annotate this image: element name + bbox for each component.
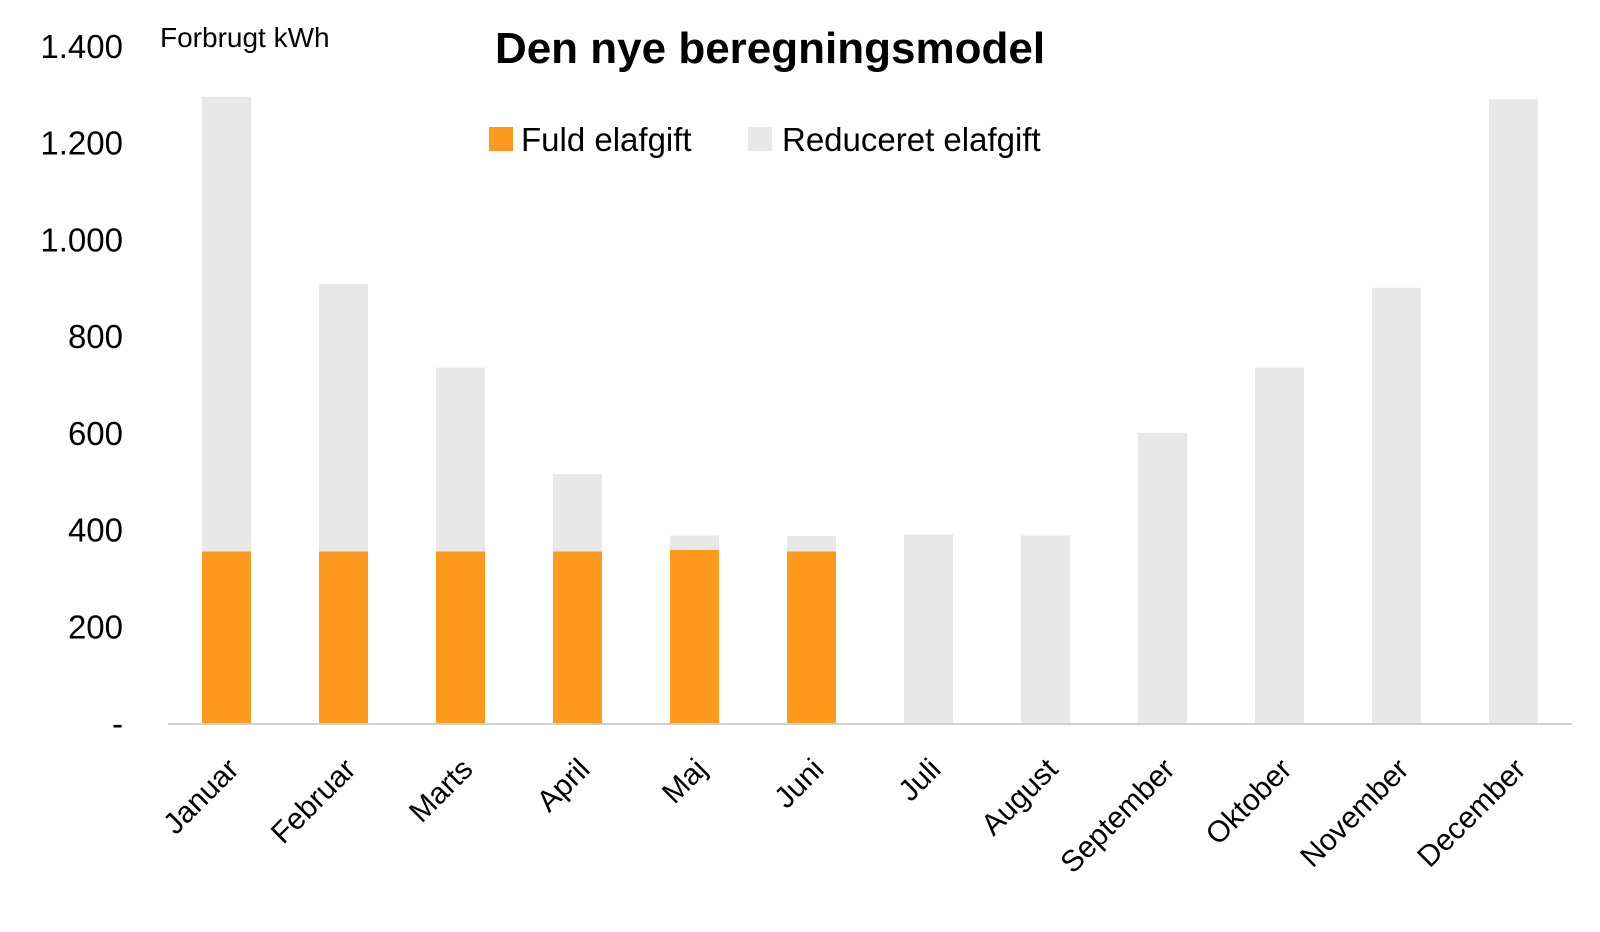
y-tick-label: 1.000 <box>40 221 123 258</box>
x-tick-label: Januar <box>157 753 245 841</box>
bar-reduceret-oktober <box>1255 367 1304 723</box>
x-tick-label: Juni <box>768 753 830 815</box>
bar-fuld-april <box>553 551 602 723</box>
x-axis-labels: Januar Februar Marts April Maj Juni Juli August… <box>157 752 1532 880</box>
y-tick-label: 600 <box>68 415 123 452</box>
y-axis-label: Forbrugt kWh <box>160 22 330 53</box>
x-tick-label: August <box>975 752 1065 842</box>
x-tick-label: Februar <box>265 753 363 851</box>
bar-series-group <box>202 96 1538 723</box>
x-tick-label: Juli <box>892 753 947 808</box>
y-tick-label: 400 <box>68 512 123 549</box>
bar-reduceret-juli <box>904 534 953 723</box>
y-tick-label: 200 <box>68 608 123 645</box>
x-tick-label: April <box>531 753 597 819</box>
y-tick-label: 1.400 <box>40 28 123 65</box>
y-tick-label: 800 <box>68 318 123 355</box>
bar-fuld-februar <box>319 551 368 723</box>
y-axis-ticks: - 200 400 600 800 1.000 1.200 1.400 <box>40 28 123 742</box>
legend-swatch-reduceret <box>748 127 772 151</box>
bar-reduceret-juni <box>787 535 836 552</box>
bar-reduceret-december <box>1489 99 1538 723</box>
bar-reduceret-april <box>553 474 602 552</box>
y-tick-label: - <box>112 705 123 742</box>
x-tick-label: September <box>1054 753 1181 880</box>
legend-swatch-fuld <box>489 127 513 151</box>
bar-reduceret-januar <box>202 96 251 552</box>
bar-reduceret-august <box>1021 535 1070 723</box>
chart-title: Den nye beregningsmodel <box>495 24 1045 73</box>
bar-fuld-marts <box>436 551 485 723</box>
bar-reduceret-november <box>1372 287 1421 723</box>
legend-label-reduceret: Reduceret elafgift <box>782 121 1041 158</box>
bar-reduceret-februar <box>319 283 368 552</box>
bar-fuld-januar <box>202 551 251 723</box>
x-tick-label: Oktober <box>1200 753 1299 852</box>
legend-label-fuld: Fuld elafgift <box>521 121 692 158</box>
x-tick-label: November <box>1294 753 1415 874</box>
legend: Fuld elafgift Reduceret elafgift <box>489 121 1041 158</box>
bar-reduceret-september <box>1138 432 1187 723</box>
bar-reduceret-marts <box>436 367 485 552</box>
x-tick-label: Marts <box>403 753 479 829</box>
bar-fuld-juni <box>787 551 836 723</box>
bar-reduceret-maj <box>670 535 719 550</box>
x-tick-label: Maj <box>656 753 714 811</box>
x-tick-label: December <box>1411 753 1532 874</box>
bar-fuld-maj <box>670 549 719 723</box>
y-tick-label: 1.200 <box>40 125 123 162</box>
